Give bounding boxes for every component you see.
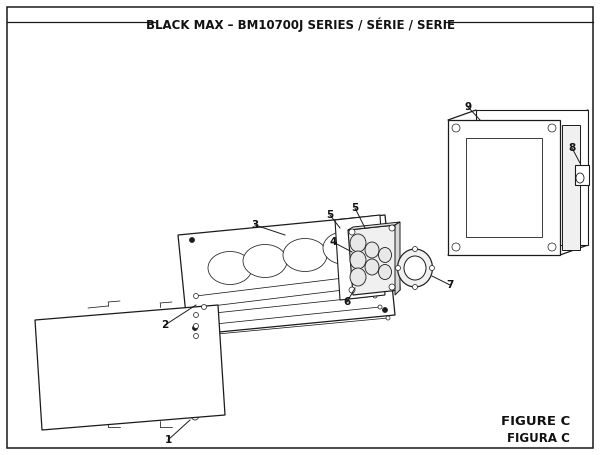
Ellipse shape: [91, 374, 100, 385]
Ellipse shape: [379, 264, 392, 279]
Text: BLACK MAX – BM10700J SERIES / SÉRIE / SERIE: BLACK MAX – BM10700J SERIES / SÉRIE / SE…: [146, 17, 455, 31]
Bar: [466, 138, 542, 237]
Ellipse shape: [548, 243, 556, 251]
Ellipse shape: [190, 238, 194, 243]
Ellipse shape: [378, 305, 382, 309]
Ellipse shape: [243, 244, 287, 278]
Ellipse shape: [208, 252, 252, 284]
Ellipse shape: [51, 393, 73, 418]
Ellipse shape: [365, 242, 379, 258]
Text: 5: 5: [352, 203, 359, 213]
Polygon shape: [395, 222, 400, 295]
Ellipse shape: [365, 259, 379, 275]
Ellipse shape: [349, 229, 355, 235]
Bar: [562, 125, 580, 250]
Ellipse shape: [143, 389, 152, 400]
Text: 8: 8: [568, 143, 575, 153]
Ellipse shape: [548, 124, 556, 132]
Ellipse shape: [349, 287, 355, 293]
Text: 3: 3: [251, 220, 259, 230]
Ellipse shape: [50, 336, 74, 364]
Ellipse shape: [193, 293, 199, 298]
Ellipse shape: [413, 284, 418, 289]
Ellipse shape: [191, 410, 199, 420]
Ellipse shape: [350, 268, 366, 286]
Text: 6: 6: [343, 297, 350, 307]
Ellipse shape: [193, 325, 197, 330]
Text: 2: 2: [161, 320, 169, 330]
Ellipse shape: [383, 308, 388, 313]
Ellipse shape: [193, 334, 199, 339]
Polygon shape: [35, 305, 225, 430]
Text: 5: 5: [326, 210, 334, 220]
Ellipse shape: [576, 173, 584, 183]
Ellipse shape: [193, 324, 199, 329]
Ellipse shape: [143, 339, 152, 350]
Text: FIGURA C: FIGURA C: [507, 432, 570, 445]
Polygon shape: [348, 225, 400, 295]
Ellipse shape: [373, 217, 377, 222]
Ellipse shape: [105, 393, 125, 417]
Ellipse shape: [323, 232, 367, 264]
Ellipse shape: [104, 337, 126, 363]
Polygon shape: [335, 215, 385, 300]
Polygon shape: [448, 120, 560, 255]
Ellipse shape: [202, 304, 206, 309]
Ellipse shape: [389, 284, 395, 290]
Ellipse shape: [395, 266, 401, 271]
Ellipse shape: [389, 225, 395, 231]
Ellipse shape: [350, 251, 366, 269]
Ellipse shape: [193, 313, 199, 318]
Ellipse shape: [358, 274, 362, 278]
Ellipse shape: [191, 390, 199, 400]
Ellipse shape: [50, 366, 74, 394]
Ellipse shape: [283, 238, 327, 272]
Ellipse shape: [151, 354, 179, 386]
Text: 7: 7: [446, 280, 454, 290]
Ellipse shape: [91, 354, 100, 365]
Ellipse shape: [91, 334, 100, 345]
Text: 9: 9: [464, 102, 472, 112]
Ellipse shape: [430, 266, 434, 271]
Ellipse shape: [366, 285, 370, 289]
Text: 1: 1: [164, 435, 172, 445]
Ellipse shape: [373, 294, 377, 298]
Ellipse shape: [161, 404, 170, 415]
Ellipse shape: [379, 248, 392, 263]
Bar: [575, 165, 589, 185]
Polygon shape: [178, 215, 395, 335]
Ellipse shape: [104, 365, 126, 391]
Text: FIGURE C: FIGURE C: [501, 415, 570, 428]
Polygon shape: [476, 110, 588, 245]
Ellipse shape: [398, 249, 433, 287]
Ellipse shape: [452, 124, 460, 132]
Ellipse shape: [413, 247, 418, 252]
Ellipse shape: [190, 356, 200, 368]
Polygon shape: [348, 222, 400, 230]
Ellipse shape: [404, 256, 426, 280]
Ellipse shape: [57, 324, 67, 336]
Ellipse shape: [452, 243, 460, 251]
Text: 4: 4: [329, 237, 337, 247]
Ellipse shape: [386, 316, 390, 320]
Ellipse shape: [350, 234, 366, 252]
